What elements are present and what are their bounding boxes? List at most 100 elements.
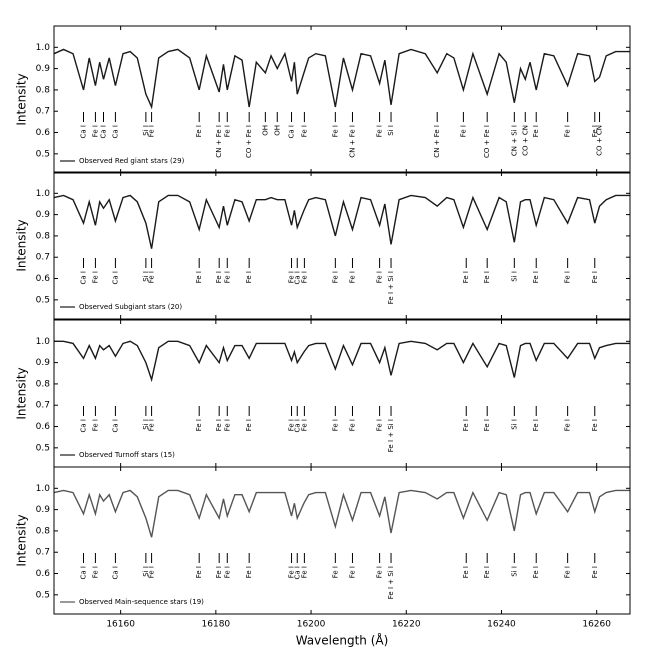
line-label: CO + Fe I [483, 125, 491, 158]
line-label: Fe I [348, 419, 356, 431]
line-label: Fe I [245, 271, 253, 283]
line-label: Si I [142, 271, 150, 282]
line-label: Fe I [195, 566, 203, 578]
line-label: Fe I [91, 125, 99, 137]
line-label: Fe I [300, 125, 308, 137]
line-label: Fe I [288, 271, 296, 283]
y-tick-label: 1.0 [36, 337, 51, 347]
line-label: CN + Si I [510, 125, 518, 156]
line-label: Fe I [376, 566, 384, 578]
line-label: Fe I [148, 125, 156, 137]
line-label: Fe I [195, 271, 203, 283]
line-label: Si I [510, 566, 518, 577]
line-label: Fe I [591, 125, 599, 137]
y-tick-label: 1.0 [36, 43, 51, 53]
line-label: Fe I [348, 566, 356, 578]
line-label: Fe I [215, 566, 223, 578]
x-tick-label: 16260 [582, 620, 611, 630]
line-label: Si I [142, 566, 150, 577]
x-axis-label: Wavelength (Å) [296, 633, 389, 648]
line-label: Fe I [376, 271, 384, 283]
line-label: Fe I [348, 271, 356, 283]
line-label: Si I [142, 419, 150, 430]
line-label: Si I [510, 419, 518, 430]
line-label: Fe I [215, 419, 223, 431]
line-label: Fe I [91, 271, 99, 283]
line-label: Si I [142, 125, 150, 136]
line-label: Fe I [564, 125, 572, 137]
line-label: Fe I [564, 419, 572, 431]
line-label: OH [261, 125, 269, 136]
line-label: Fe I [591, 566, 599, 578]
line-label: Fe I [331, 419, 339, 431]
line-label: Fe I [532, 419, 540, 431]
line-label: Fe I [591, 271, 599, 283]
spectrum-line [53, 489, 630, 538]
line-label: Fe I + Si I [387, 419, 395, 452]
y-tick-label: 0.5 [36, 443, 50, 453]
line-label: Fe I [148, 419, 156, 431]
legend-label: Observed Turnoff stars (15) [79, 451, 175, 459]
line-label: Fe I [483, 271, 491, 283]
spectrum-line [53, 48, 630, 110]
line-label: Fe I [91, 419, 99, 431]
line-label: Fe I + Si I [387, 271, 395, 304]
line-label: Ca I [293, 271, 301, 284]
y-tick-label: 0.8 [36, 379, 51, 389]
line-label: Fe I [195, 419, 203, 431]
line-label: Fe I [288, 566, 296, 578]
y-axis-label: Intensity [15, 73, 29, 125]
line-label: Fe I [300, 271, 308, 283]
line-label: CO + CN [596, 125, 604, 156]
line-label: Ca I [293, 419, 301, 432]
legend-label: Observed Red giant stars (29) [79, 157, 185, 165]
line-label: Si I [510, 271, 518, 282]
x-tick-label: 16200 [297, 620, 326, 630]
line-label: CN + Fe I [348, 125, 356, 158]
spectrum-line [54, 340, 630, 383]
line-label: Fe I [376, 419, 384, 431]
y-tick-label: 0.9 [36, 505, 51, 515]
y-tick-label: 0.8 [36, 85, 51, 95]
line-label: Fe I [532, 271, 540, 283]
y-tick-label: 0.5 [36, 295, 50, 305]
spectrum-line [53, 194, 630, 249]
line-label: Ca I [80, 566, 88, 579]
y-tick-label: 0.9 [36, 64, 51, 74]
y-axis-label: Intensity [15, 367, 29, 419]
line-label: Fe I [300, 419, 308, 431]
panel-frame [53, 466, 631, 615]
y-tick-label: 0.7 [36, 253, 50, 263]
line-label: Fe I [223, 419, 231, 431]
line-label: CO + Fe I [245, 125, 253, 158]
y-axis-label: Intensity [15, 514, 29, 566]
line-label: Fe I [564, 566, 572, 578]
y-tick-label: 0.6 [36, 128, 51, 138]
y-tick-label: 0.6 [36, 569, 51, 579]
line-label: Ca I [293, 566, 301, 579]
y-tick-label: 0.8 [36, 231, 51, 241]
y-tick-label: 1.0 [36, 484, 51, 494]
line-label: Fe I [376, 125, 384, 137]
y-tick-label: 0.9 [36, 358, 51, 368]
y-tick-label: 1.0 [36, 189, 51, 199]
line-label: Ca I [288, 125, 296, 138]
line-label: Fe I [91, 566, 99, 578]
y-axis-label: Intensity [15, 219, 29, 271]
line-label: Ca I [100, 125, 108, 138]
line-label: Fe I [462, 566, 470, 578]
line-label: Si I [387, 125, 395, 136]
legend-label: Observed Main-sequence stars (19) [79, 598, 204, 606]
legend-label: Observed Subgiant stars (20) [79, 303, 182, 311]
line-label: Ca I [111, 125, 119, 138]
y-tick-label: 0.5 [36, 149, 50, 159]
line-label: OH [273, 125, 281, 136]
line-label: Fe I [532, 125, 540, 137]
line-label: Ca I [111, 271, 119, 284]
line-label: CN + Fe I [433, 125, 441, 158]
x-tick-label: 16160 [106, 620, 135, 630]
y-tick-label: 0.6 [36, 274, 51, 284]
y-tick-label: 0.7 [36, 401, 50, 411]
line-label: Fe I [331, 271, 339, 283]
